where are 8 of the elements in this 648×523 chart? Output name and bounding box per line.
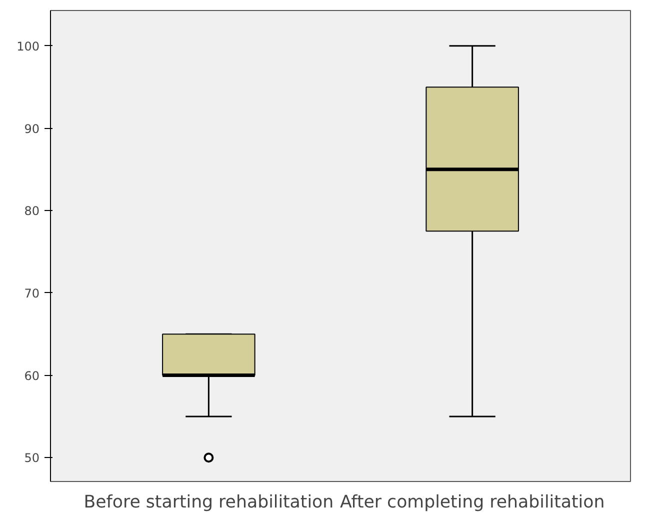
y-tick-label: 50 bbox=[24, 451, 40, 466]
y-tick-label: 60 bbox=[24, 368, 40, 383]
y-tick-label: 90 bbox=[24, 122, 40, 136]
x-tick-label: Before starting rehabilitation bbox=[84, 492, 334, 512]
y-tick-label: 100 bbox=[16, 39, 40, 54]
y-tick-label: 70 bbox=[24, 286, 40, 300]
y-tick-label: 80 bbox=[24, 204, 40, 218]
x-tick-label: After completing rehabilitation bbox=[340, 492, 605, 512]
